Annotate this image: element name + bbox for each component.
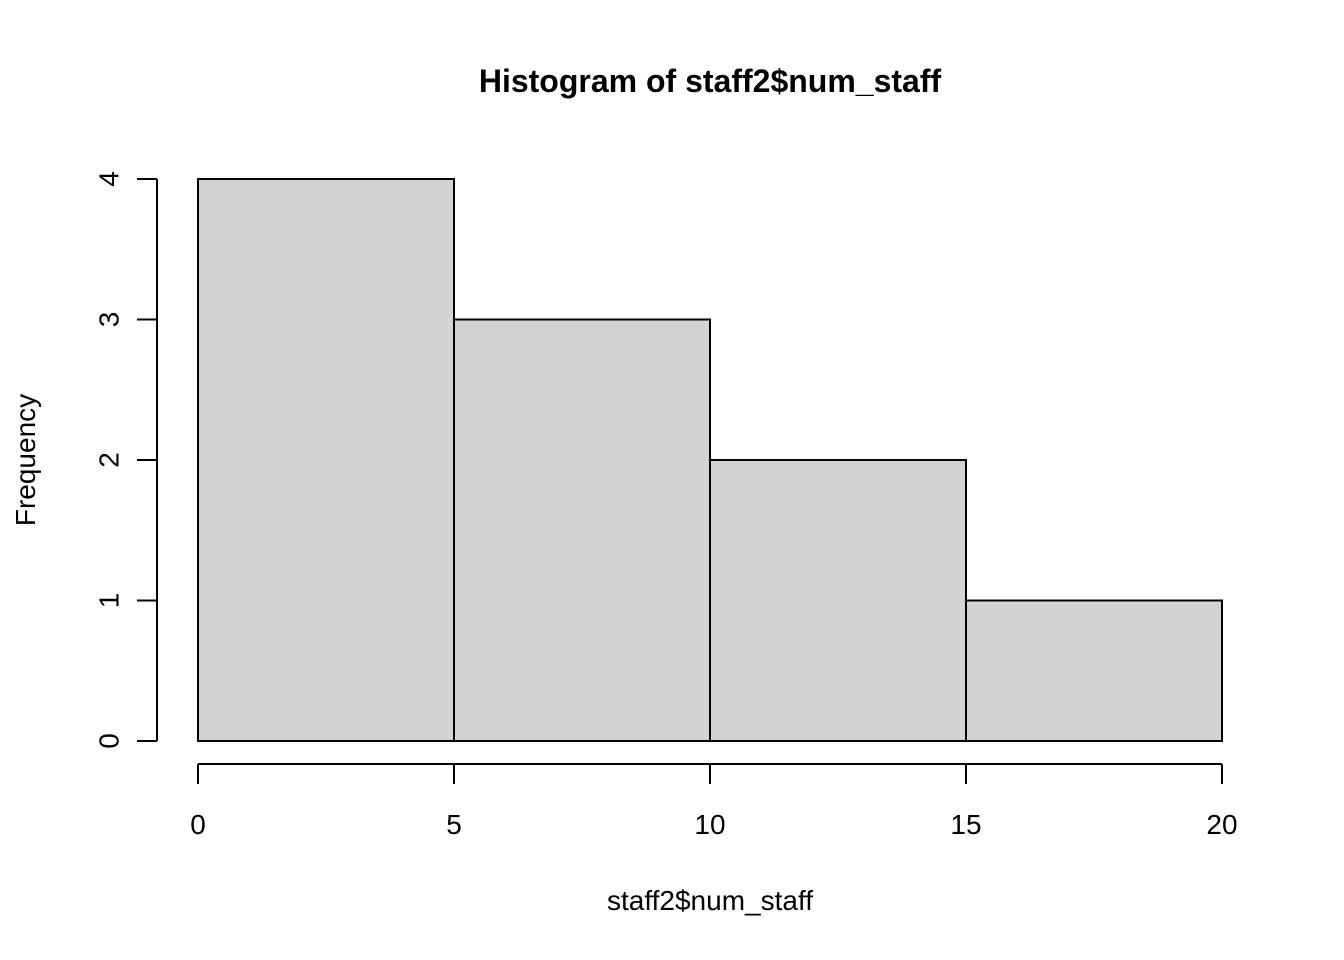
histogram-bar-1 — [197, 178, 455, 742]
x-tick-label-3: 15 — [950, 809, 981, 840]
y-tick-label-4: 4 — [93, 171, 124, 187]
x-axis: 0 5 10 15 20 — [190, 763, 1238, 840]
histogram-bar-3 — [709, 459, 967, 742]
x-tick-label-2: 10 — [694, 809, 725, 840]
x-tick-label-0: 0 — [190, 809, 206, 840]
y-tick-label-3: 3 — [93, 312, 124, 328]
y-tick-label-0: 0 — [93, 733, 124, 749]
histogram-bar-4 — [965, 599, 1223, 742]
x-tick-label-4: 20 — [1206, 809, 1237, 840]
y-axis: 0 1 2 3 4 — [93, 171, 158, 749]
y-axis-label: Frequency — [10, 394, 41, 526]
y-tick-label-1: 1 — [93, 593, 124, 609]
x-axis-label: staff2$num_staff — [607, 885, 813, 916]
histogram-bar-2 — [453, 318, 711, 742]
chart-title: Histogram of staff2$num_staff — [479, 63, 942, 99]
x-tick-label-1: 5 — [446, 809, 462, 840]
y-tick-label-2: 2 — [93, 452, 124, 468]
bars-group — [197, 178, 1223, 742]
